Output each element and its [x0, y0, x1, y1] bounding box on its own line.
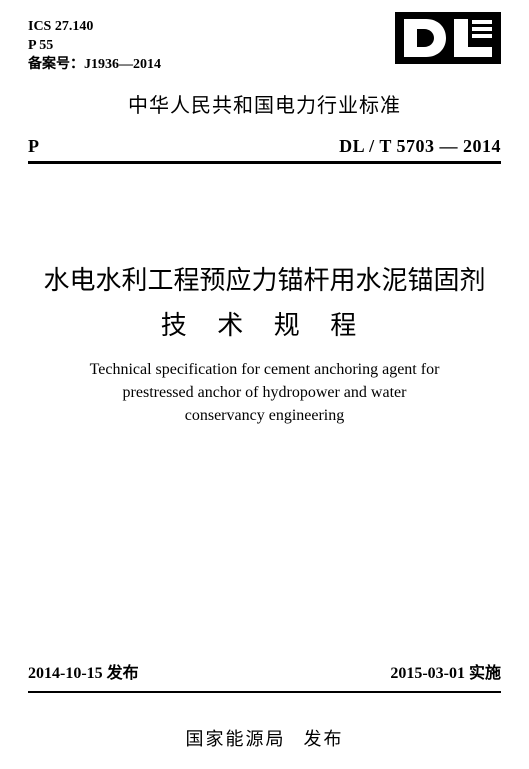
std-left: P	[28, 136, 39, 157]
title-chinese-line2: 技 术 规 程	[28, 305, 501, 342]
bottom-divider	[28, 691, 501, 693]
issue-date: 2014-10-15 发布	[28, 659, 139, 683]
std-right: DL / T 5703 — 2014	[339, 136, 501, 157]
top-divider	[28, 161, 501, 164]
publisher-action: 发布	[304, 729, 344, 749]
title-en-line1: Technical specification for cement ancho…	[28, 358, 501, 381]
title-chinese-line1: 水电水利工程预应力锚杆用水泥锚固剂	[28, 256, 501, 305]
standard-banner: 中华人民共和国电力行业标准	[28, 89, 501, 118]
dl-logo	[395, 12, 501, 64]
title-english: Technical specification for cement ancho…	[28, 358, 501, 428]
title-en-line3: conservancy engineering	[28, 404, 501, 427]
effective-date: 2015-03-01 实施	[390, 659, 501, 683]
title-en-line2: prestressed anchor of hydropower and wat…	[28, 381, 501, 404]
publisher: 国家能源局发布	[0, 725, 529, 751]
publisher-org: 国家能源局	[186, 729, 286, 749]
standard-code-row: P DL / T 5703 — 2014	[28, 136, 501, 157]
dates-row: 2014-10-15 发布 2015-03-01 实施	[28, 659, 501, 683]
